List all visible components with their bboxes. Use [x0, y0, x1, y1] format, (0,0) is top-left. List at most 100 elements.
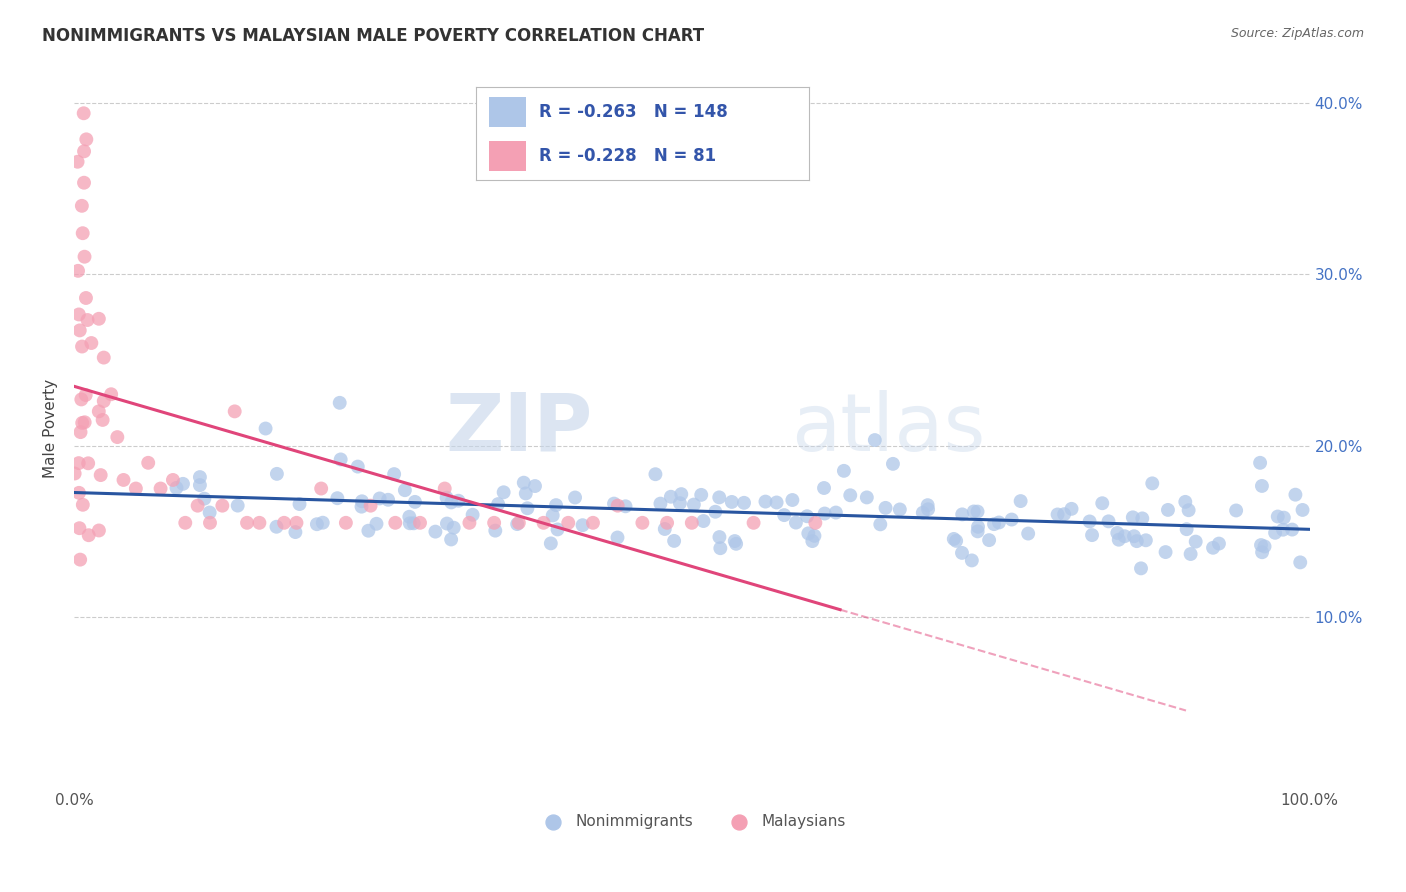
Point: [839, 488, 862, 502]
Point: [606, 531, 628, 545]
Point: [1107, 525, 1129, 540]
Point: [1184, 534, 1206, 549]
Point: [967, 520, 990, 534]
Point: [557, 516, 579, 530]
Point: [63, 467, 86, 481]
Point: [112, 473, 135, 487]
Point: [398, 509, 420, 524]
Point: [69, 552, 91, 566]
Point: [516, 501, 538, 516]
Point: [659, 490, 682, 504]
Point: [814, 507, 837, 521]
Point: [1264, 525, 1286, 540]
Point: [285, 516, 308, 530]
Point: [440, 495, 463, 509]
Point: [70, 339, 93, 353]
Point: [312, 516, 335, 530]
Point: [1081, 528, 1104, 542]
Point: [90, 468, 112, 483]
Point: [983, 517, 1005, 532]
Point: [681, 516, 703, 530]
Point: [172, 476, 194, 491]
Point: [266, 467, 288, 481]
Point: [93, 394, 115, 409]
Point: [433, 482, 456, 496]
Point: [382, 467, 405, 481]
Point: [797, 526, 820, 541]
Point: [704, 505, 727, 519]
Point: [66, 154, 89, 169]
Point: [436, 491, 458, 505]
Point: [188, 470, 211, 484]
Point: [273, 516, 295, 530]
Point: [75, 132, 97, 146]
Point: [544, 498, 567, 512]
Point: [950, 546, 973, 560]
Point: [773, 508, 796, 522]
Point: [856, 491, 879, 505]
Point: [709, 541, 731, 556]
Point: [804, 516, 827, 530]
Point: [305, 517, 328, 532]
Point: [1046, 508, 1069, 522]
Point: [1180, 547, 1202, 561]
Point: [105, 430, 128, 444]
Point: [91, 413, 114, 427]
Point: [508, 516, 530, 530]
Point: [254, 421, 277, 435]
Point: [754, 494, 776, 508]
Point: [226, 499, 249, 513]
Point: [73, 250, 96, 264]
Point: [524, 479, 547, 493]
Point: [1174, 495, 1197, 509]
Text: Source: ZipAtlas.com: Source: ZipAtlas.com: [1230, 27, 1364, 40]
Point: [77, 528, 100, 542]
Point: [350, 494, 373, 508]
Point: [1142, 476, 1164, 491]
Point: [73, 415, 96, 429]
Point: [69, 425, 91, 439]
Point: [198, 506, 221, 520]
Point: [564, 491, 586, 505]
Point: [236, 516, 259, 530]
Point: [582, 516, 605, 530]
Point: [69, 323, 91, 337]
Point: [1175, 522, 1198, 536]
Point: [1157, 503, 1180, 517]
Point: [1126, 534, 1149, 549]
Point: [458, 516, 481, 530]
Point: [614, 500, 637, 514]
Point: [541, 508, 564, 523]
Point: [1267, 509, 1289, 524]
Point: [1272, 510, 1295, 524]
Point: [803, 529, 825, 543]
Point: [67, 308, 90, 322]
Point: [654, 522, 676, 536]
Point: [1249, 456, 1271, 470]
Point: [1135, 533, 1157, 548]
Point: [350, 500, 373, 514]
Point: [655, 516, 678, 530]
Point: [1130, 511, 1153, 525]
Point: [662, 533, 685, 548]
Point: [1289, 555, 1312, 569]
Point: [917, 498, 939, 512]
Point: [80, 336, 103, 351]
Point: [987, 516, 1010, 530]
Point: [945, 533, 967, 548]
Point: [540, 536, 562, 550]
Point: [963, 504, 986, 518]
Point: [1053, 507, 1076, 521]
Point: [1078, 515, 1101, 529]
Point: [87, 311, 110, 326]
Point: [1017, 526, 1039, 541]
Point: [863, 433, 886, 447]
Point: [979, 533, 1001, 548]
Point: [1001, 512, 1024, 526]
Point: [782, 493, 804, 508]
Point: [224, 404, 246, 418]
Point: [875, 500, 897, 515]
Point: [482, 516, 505, 530]
Point: [149, 482, 172, 496]
Point: [832, 464, 855, 478]
